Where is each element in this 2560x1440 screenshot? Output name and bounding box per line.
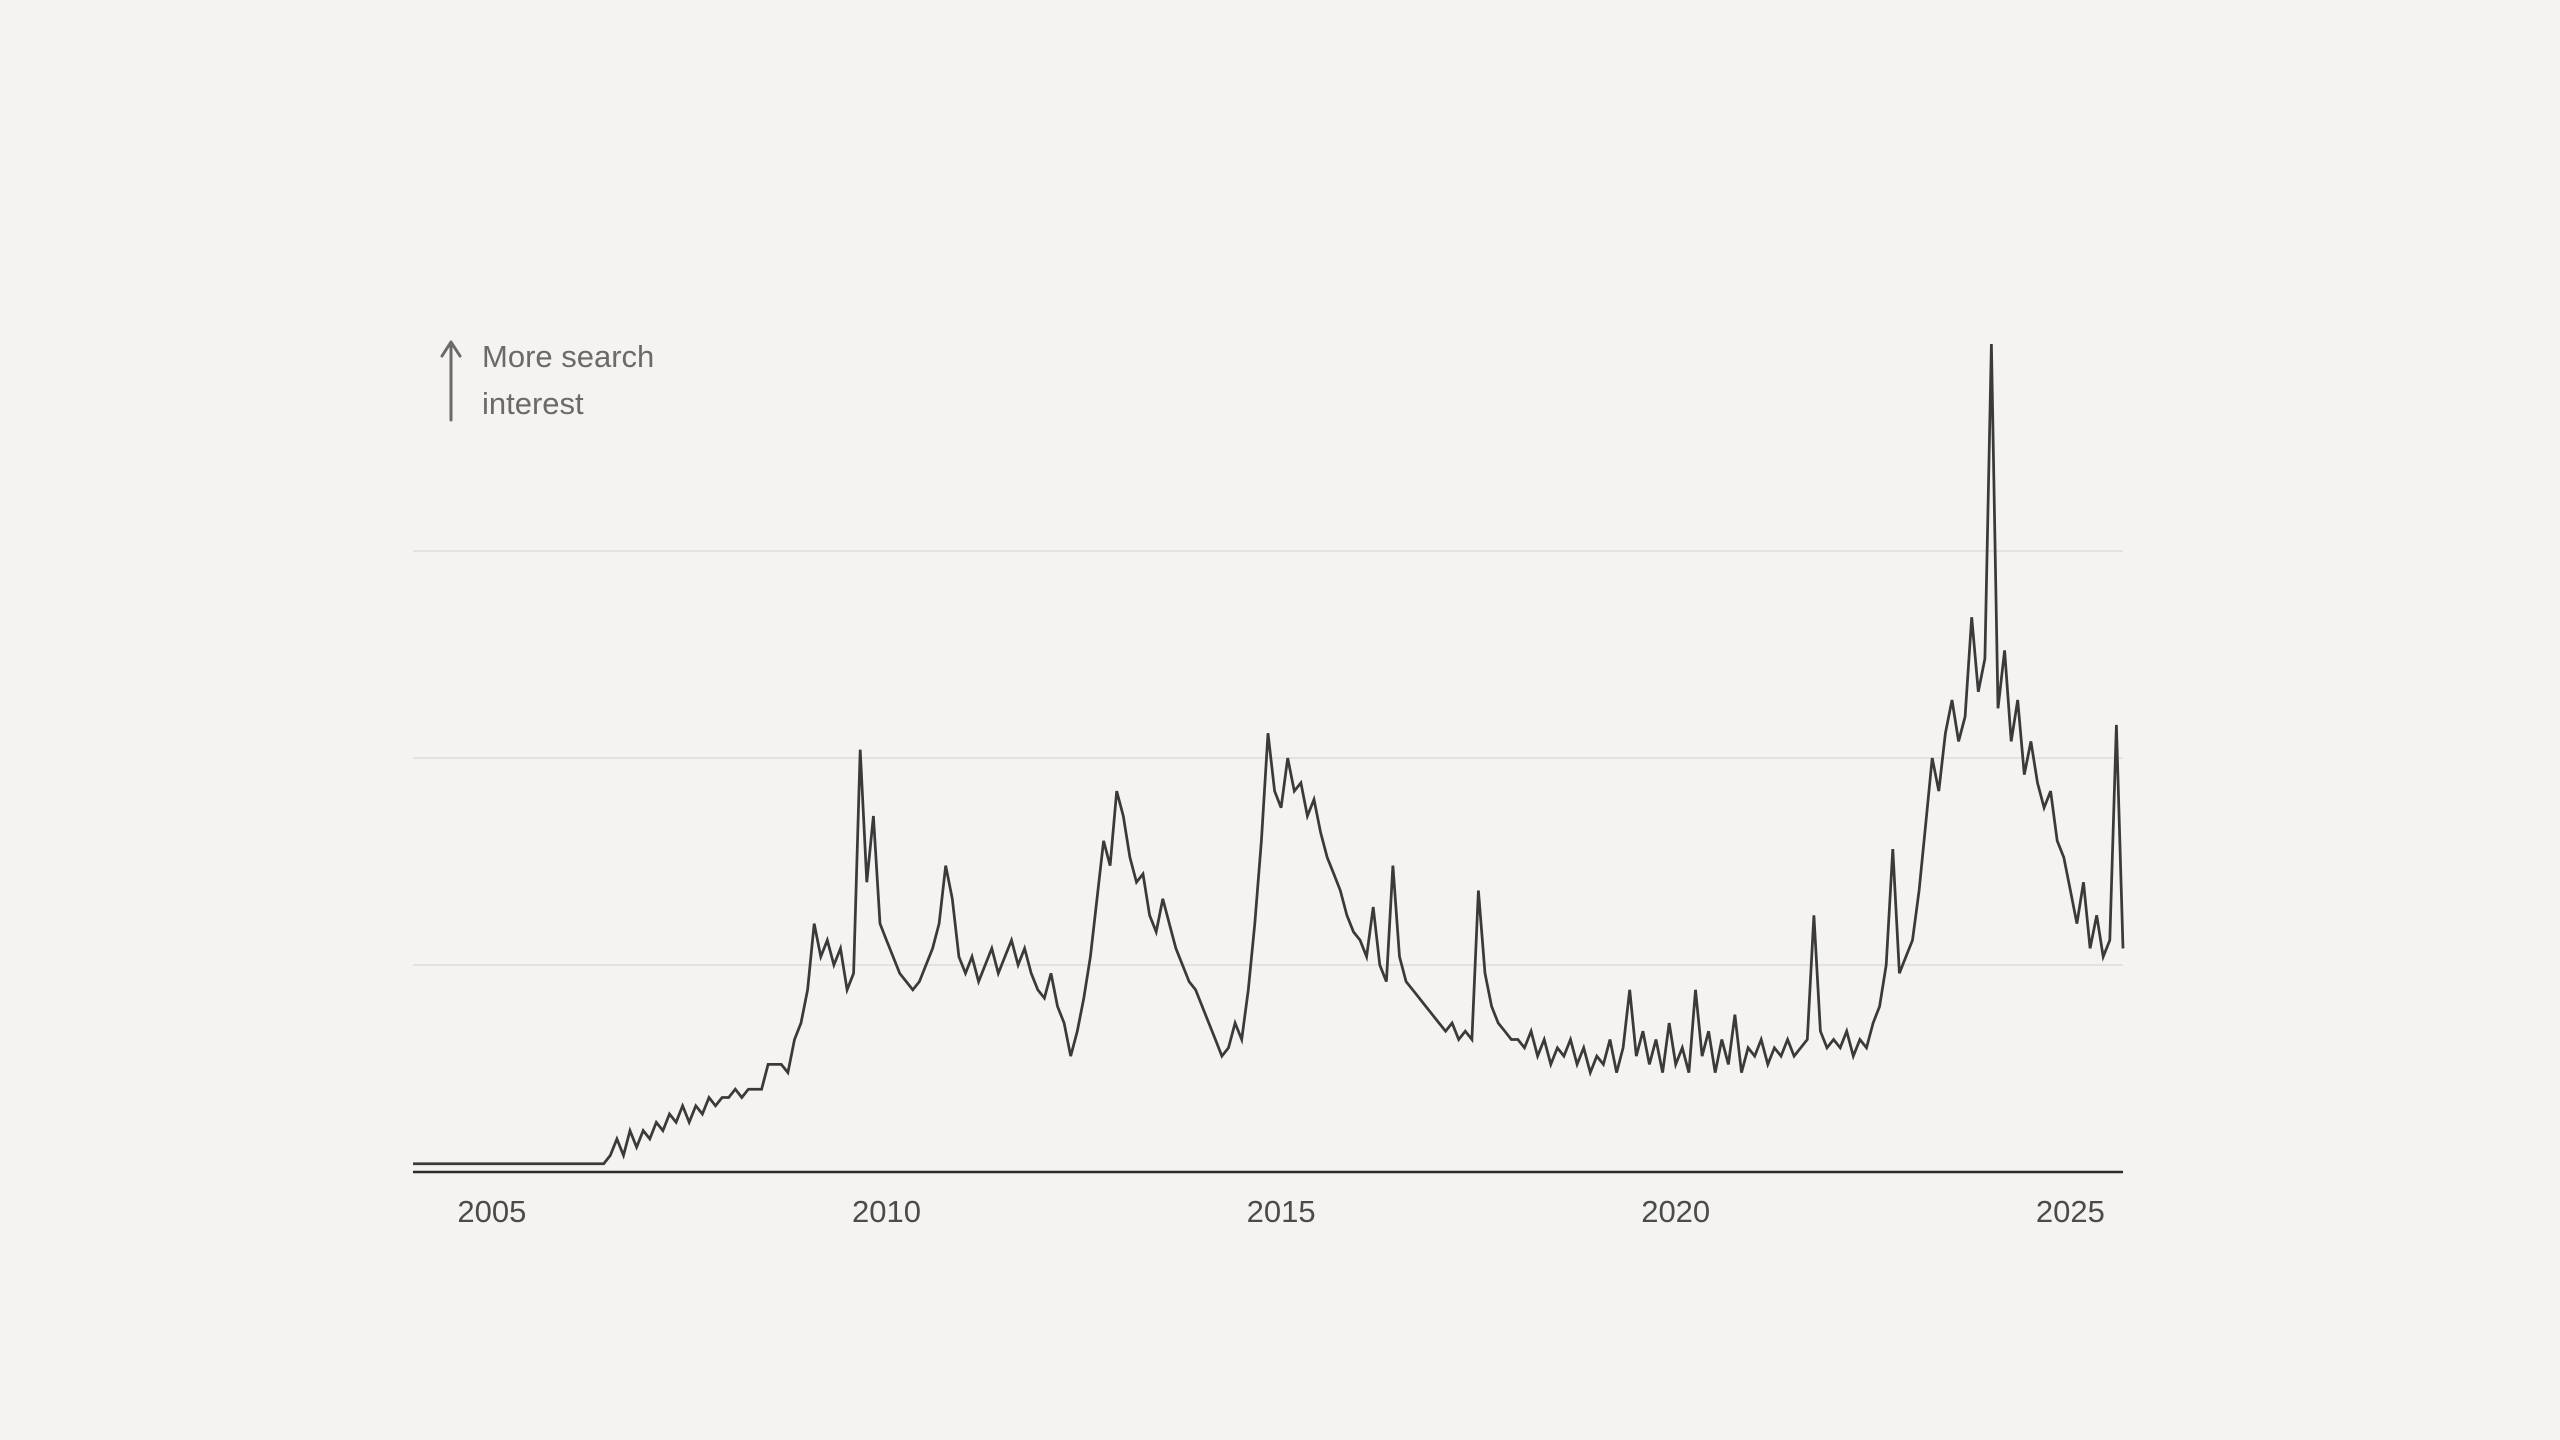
x-tick-label: 2020 [1641,1194,1710,1229]
x-tick-label: 2010 [852,1194,921,1229]
annotation-line1: More search [482,339,655,374]
x-tick-label: 2015 [1247,1194,1316,1229]
x-tick-label: 2005 [457,1194,526,1229]
x-tick-label: 2025 [2036,1194,2105,1229]
up-arrow-icon [436,334,466,436]
trend-line [413,343,2125,1166]
annotation-text: More search interest [482,334,654,427]
y-axis-annotation: More search interest [436,334,654,436]
annotation-line2: interest [482,385,584,421]
